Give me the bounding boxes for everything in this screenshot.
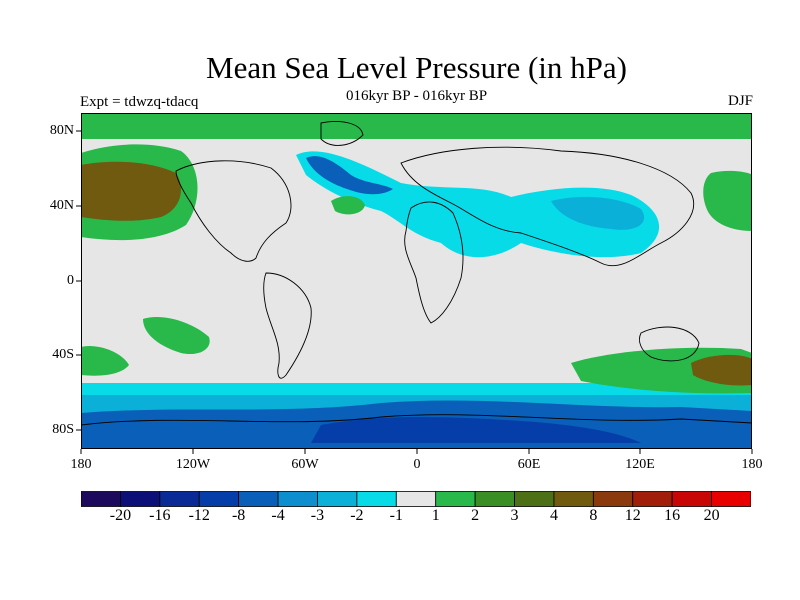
colorbar-label: 16 (664, 507, 681, 524)
colorbar-label: -12 (188, 507, 210, 524)
coastlines (81, 121, 752, 426)
lon-label-120w: 120W (175, 457, 211, 472)
colorbar-swatch (435, 491, 476, 507)
colorbar-swatch (356, 491, 397, 507)
colorbar-label: 20 (703, 507, 720, 524)
colorbar-label: -2 (350, 507, 364, 524)
lon-label-60e: 60E (517, 457, 541, 472)
colorbar-label: -3 (310, 507, 325, 524)
colorbar-label: -8 (231, 507, 246, 524)
lat-label-80n: 80N (49, 123, 74, 138)
north-pacific-olive-high (81, 161, 181, 221)
lat-label-80s: 80S (52, 422, 74, 437)
chart-subtitle: 016kyr BP - 016kyr BP (345, 88, 488, 104)
map-frame (81, 113, 752, 449)
colorbar-swatch (317, 491, 358, 507)
lon-label-120e: 120E (625, 457, 655, 472)
colorbar-swatch (474, 491, 515, 507)
colorbar-swatch (277, 491, 318, 507)
colorbar (81, 491, 751, 507)
antarctic-deep-blue-patch (311, 417, 641, 443)
colorbar-swatch (632, 491, 673, 507)
colorbar-label: 1 (431, 507, 440, 524)
asia-mid-anomaly (551, 196, 645, 230)
lat-label-0: 0 (67, 273, 74, 288)
lon-label-60w: 60W (291, 457, 319, 472)
north-atlantic-deep-anomaly (306, 156, 393, 195)
eurasia-negative-anomaly (296, 151, 660, 258)
colorbar-swatch (514, 491, 555, 507)
colorbar-label: -1 (389, 507, 403, 524)
colorbar-label: -20 (109, 507, 132, 524)
colorbar-swatch (592, 491, 634, 507)
colorbar-swatch (81, 491, 121, 507)
azores-green (331, 196, 365, 215)
lon-label-0: 0 (413, 457, 421, 472)
experiment-label: Expt = tdwzq-tdacq (80, 94, 199, 110)
colorbar-label: -4 (271, 507, 285, 524)
lat-label-40s: 40S (52, 347, 74, 362)
colorbar-swatch (553, 491, 594, 507)
colorbar-label: 12 (624, 507, 641, 524)
south-america-green (81, 345, 129, 376)
colorbar-swatch (395, 491, 437, 507)
lon-label-180w: 180 (70, 457, 92, 472)
colorbar-label: 2 (471, 507, 480, 524)
arctic-green-band (81, 113, 752, 139)
lon-label-180e: 180 (741, 457, 763, 472)
chart-title: Mean Sea Level Pressure (in hPa) (206, 50, 627, 85)
colorbar-swatch (671, 491, 712, 507)
season-label: DJF (727, 93, 753, 109)
lat-label-40n: 40N (49, 198, 74, 213)
tasman-olive-high (691, 354, 752, 386)
west-pacific-green (703, 170, 752, 231)
colorbar-swatch (711, 491, 751, 507)
colorbar-label: 3 (510, 507, 519, 524)
colorbar-label: 4 (549, 507, 558, 524)
south-pacific-green (143, 317, 210, 355)
pressure-map (81, 113, 752, 449)
colorbar-swatch (120, 491, 161, 507)
colorbar-swatch (159, 491, 200, 507)
colorbar-swatch (238, 491, 279, 507)
colorbar-label: -16 (149, 507, 171, 524)
colorbar-swatch (198, 491, 240, 507)
colorbar-label: 8 (589, 507, 598, 524)
